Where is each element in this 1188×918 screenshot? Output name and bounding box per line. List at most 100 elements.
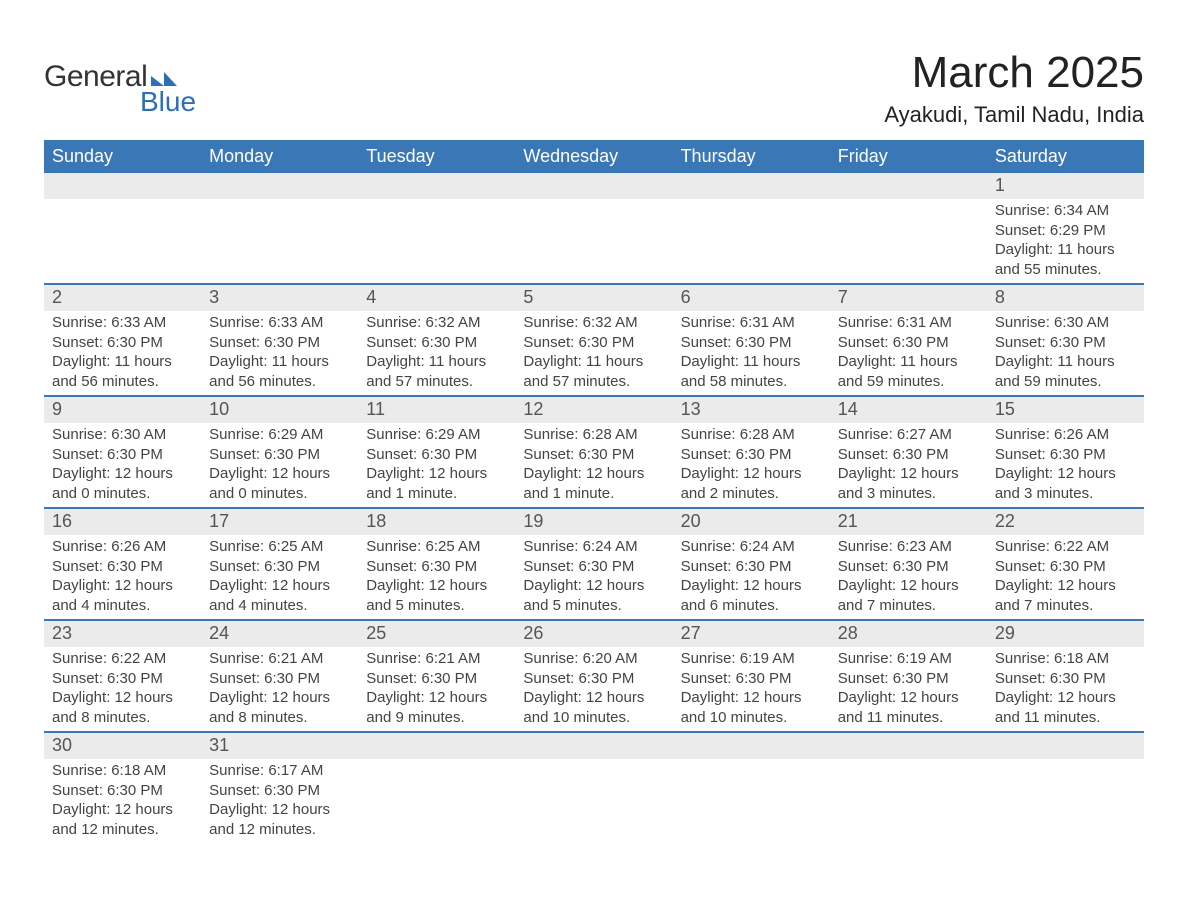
day-cell xyxy=(987,759,1144,843)
sunset-text: Sunset: 6:30 PM xyxy=(52,333,193,353)
logo-text-general: General xyxy=(44,60,147,94)
sunrise-text: Sunrise: 6:22 AM xyxy=(995,537,1136,557)
day-number xyxy=(44,173,201,199)
daylight-text: Daylight: 12 hours and 6 minutes. xyxy=(681,576,822,615)
day-number: 3 xyxy=(201,285,358,311)
day-cell xyxy=(830,199,987,283)
day-number xyxy=(515,733,672,759)
logo: General Blue xyxy=(44,60,196,118)
day-cell: Sunrise: 6:23 AMSunset: 6:30 PMDaylight:… xyxy=(830,535,987,619)
sunset-text: Sunset: 6:30 PM xyxy=(209,781,350,801)
daydata-row: Sunrise: 6:22 AMSunset: 6:30 PMDaylight:… xyxy=(44,647,1144,731)
day-number: 22 xyxy=(987,509,1144,535)
day-cell: Sunrise: 6:18 AMSunset: 6:30 PMDaylight:… xyxy=(987,647,1144,731)
sunset-text: Sunset: 6:30 PM xyxy=(366,445,507,465)
day-number xyxy=(830,733,987,759)
sunset-text: Sunset: 6:30 PM xyxy=(209,669,350,689)
sunset-text: Sunset: 6:30 PM xyxy=(523,669,664,689)
daydata-row: Sunrise: 6:18 AMSunset: 6:30 PMDaylight:… xyxy=(44,759,1144,843)
sunset-text: Sunset: 6:30 PM xyxy=(995,669,1136,689)
day-number xyxy=(358,733,515,759)
daynum-row: 2345678 xyxy=(44,285,1144,311)
sunrise-text: Sunrise: 6:23 AM xyxy=(838,537,979,557)
day-number: 8 xyxy=(987,285,1144,311)
daylight-text: Daylight: 12 hours and 9 minutes. xyxy=(366,688,507,727)
sunrise-text: Sunrise: 6:18 AM xyxy=(995,649,1136,669)
sunrise-text: Sunrise: 6:32 AM xyxy=(523,313,664,333)
day-cell: Sunrise: 6:24 AMSunset: 6:30 PMDaylight:… xyxy=(673,535,830,619)
weekday-header: Thursday xyxy=(673,140,830,173)
sunrise-text: Sunrise: 6:28 AM xyxy=(523,425,664,445)
sunset-text: Sunset: 6:30 PM xyxy=(366,333,507,353)
sunrise-text: Sunrise: 6:29 AM xyxy=(366,425,507,445)
daylight-text: Daylight: 12 hours and 7 minutes. xyxy=(995,576,1136,615)
week-row: 16171819202122Sunrise: 6:26 AM Sunset: 6:… xyxy=(44,507,1144,619)
sunset-text: Sunset: 6:30 PM xyxy=(209,557,350,577)
sunrise-text: Sunrise: 6:18 AM xyxy=(52,761,193,781)
daylight-text: Daylight: 12 hours and 8 minutes. xyxy=(52,688,193,727)
sunset-text: Sunset: 6:30 PM xyxy=(209,445,350,465)
sunrise-text: Sunrise: 6:33 AM xyxy=(52,313,193,333)
day-number xyxy=(201,173,358,199)
weekday-header: Friday xyxy=(830,140,987,173)
daylight-text: Daylight: 12 hours and 5 minutes. xyxy=(366,576,507,615)
daylight-text: Daylight: 11 hours and 56 minutes. xyxy=(52,352,193,391)
day-number: 2 xyxy=(44,285,201,311)
day-cell xyxy=(358,199,515,283)
sunset-text: Sunset: 6:30 PM xyxy=(209,333,350,353)
daylight-text: Daylight: 11 hours and 57 minutes. xyxy=(366,352,507,391)
sunrise-text: Sunrise: 6:27 AM xyxy=(838,425,979,445)
day-number xyxy=(673,733,830,759)
daynum-row: 16171819202122 xyxy=(44,509,1144,535)
weekday-header: Tuesday xyxy=(358,140,515,173)
day-number: 20 xyxy=(673,509,830,535)
day-number xyxy=(673,173,830,199)
weekday-header: Wednesday xyxy=(515,140,672,173)
sunrise-text: Sunrise: 6:26 AM xyxy=(52,537,193,557)
day-cell xyxy=(673,759,830,843)
day-cell xyxy=(830,759,987,843)
location: Ayakudi, Tamil Nadu, India xyxy=(884,102,1144,128)
day-number: 13 xyxy=(673,397,830,423)
day-number xyxy=(358,173,515,199)
weekday-header: Sunday xyxy=(44,140,201,173)
day-number xyxy=(515,173,672,199)
sunset-text: Sunset: 6:30 PM xyxy=(995,557,1136,577)
day-number: 23 xyxy=(44,621,201,647)
week-row: 2345678Sunrise: 6:33 AMSunset: 6:30 PMDa… xyxy=(44,283,1144,395)
sunrise-text: Sunrise: 6:22 AM xyxy=(52,649,193,669)
day-number: 7 xyxy=(830,285,987,311)
sunset-text: Sunset: 6:30 PM xyxy=(995,333,1136,353)
day-cell xyxy=(358,759,515,843)
header: General Blue March 2025 Ayakudi, Tamil N… xyxy=(44,48,1144,128)
day-cell: Sunrise: 6:31 AMSunset: 6:30 PMDaylight:… xyxy=(673,311,830,395)
day-cell: Sunrise: 6:28 AMSunset: 6:30 PMDaylight:… xyxy=(673,423,830,507)
day-cell: Sunrise: 6:19 AMSunset: 6:30 PMDaylight:… xyxy=(673,647,830,731)
day-number: 5 xyxy=(515,285,672,311)
daydata-row: Sunrise: 6:26 AMSunset: 6:30 PMDaylight:… xyxy=(44,535,1144,619)
daylight-text: Daylight: 12 hours and 3 minutes. xyxy=(838,464,979,503)
daylight-text: Daylight: 12 hours and 10 minutes. xyxy=(681,688,822,727)
day-number: 30 xyxy=(44,733,201,759)
daydata-row: Sunrise: 6:33 AMSunset: 6:30 PMDaylight:… xyxy=(44,311,1144,395)
daydata-row: Sunrise: 6:34 AMSunset: 6:29 PMDaylight:… xyxy=(44,199,1144,283)
daylight-text: Daylight: 12 hours and 2 minutes. xyxy=(681,464,822,503)
sunset-text: Sunset: 6:30 PM xyxy=(838,445,979,465)
sunset-text: Sunset: 6:30 PM xyxy=(995,445,1136,465)
sunrise-text: Sunrise: 6:31 AM xyxy=(681,313,822,333)
sunrise-text: Sunrise: 6:29 AM xyxy=(209,425,350,445)
daylight-text: Daylight: 12 hours and 10 minutes. xyxy=(523,688,664,727)
day-cell: Sunrise: 6:33 AMSunset: 6:30 PMDaylight:… xyxy=(201,311,358,395)
daynum-row: 23242526272829 xyxy=(44,621,1144,647)
day-cell: Sunrise: 6:31 AMSunset: 6:30 PMDaylight:… xyxy=(830,311,987,395)
day-number: 10 xyxy=(201,397,358,423)
sunset-text: Sunset: 6:30 PM xyxy=(681,333,822,353)
week-row: 1Sunrise: 6:34 AMSunset: 6:29 PMDaylight… xyxy=(44,173,1144,283)
sunrise-text: Sunrise: 6:30 AM xyxy=(995,313,1136,333)
sunset-text: Sunset: 6:29 PM xyxy=(995,221,1136,241)
day-cell: Sunrise: 6:27 AMSunset: 6:30 PMDaylight:… xyxy=(830,423,987,507)
sunset-text: Sunset: 6:30 PM xyxy=(681,445,822,465)
day-number: 11 xyxy=(358,397,515,423)
sunrise-text: Sunrise: 6:28 AM xyxy=(681,425,822,445)
daylight-text: Daylight: 12 hours and 8 minutes. xyxy=(209,688,350,727)
